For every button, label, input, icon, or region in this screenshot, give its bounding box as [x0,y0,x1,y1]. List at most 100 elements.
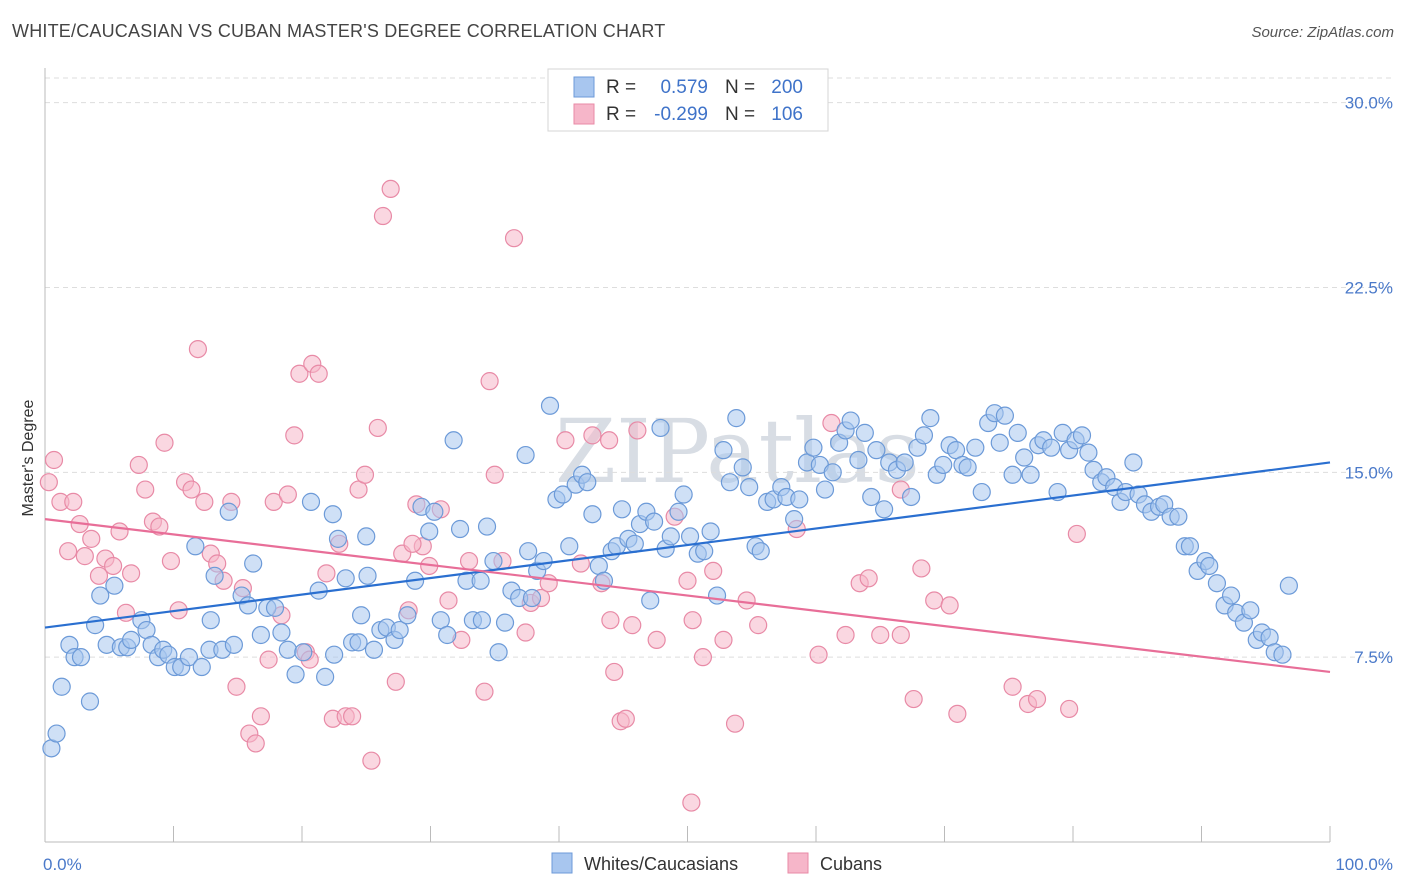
whites-point [1221,586,1241,605]
cubans-point [368,418,387,438]
whites-point [420,522,439,541]
bottom-legend-label-whites: Whites/Caucasians [584,854,738,874]
whites-point [534,551,553,571]
whites-point [553,485,572,504]
cubans-point [683,611,702,630]
cubans-point [75,547,94,566]
x-tick-labels: 0.0% 100.0% [43,855,1393,874]
whites-point [71,648,91,667]
cubans-point [480,372,499,391]
whites-point [701,522,720,541]
whites-point [444,431,463,450]
whites-point [192,657,211,677]
cubans-point [504,229,524,248]
cubans-point [904,689,923,709]
whites-point [990,433,1009,452]
whites-point [286,665,305,684]
legend-n-value-whites: 200 [771,77,803,98]
whites-point [325,645,344,664]
whites-point [815,480,835,499]
cubans-point [59,542,78,561]
whites-point [707,586,727,605]
whites-point [364,640,384,659]
cubans-point [259,650,278,669]
whites-point [278,640,297,659]
source-label: Source: ZipAtlas.com [1251,24,1394,41]
whites-point [1180,537,1200,556]
whites-point [1008,423,1027,442]
whites-point [934,455,953,475]
legend-swatch-whites [573,76,595,98]
legend-r-label-whites: R = [606,77,636,98]
cubans-point [39,473,58,492]
y-tick-label: 30.0% [1345,94,1393,113]
cubans-point [195,492,214,511]
cubans-point [647,630,666,650]
y-axis-label: Master's Degree [20,399,37,516]
trend-line-cubans [44,518,1331,674]
cubans-point [809,645,828,664]
legend-r-value-cubans: -0.299 [654,104,708,125]
cubans-point [836,625,855,645]
whites-point [201,611,220,630]
whites-point [224,635,243,654]
cubans-point [623,616,642,635]
cubans-point [150,517,169,536]
whites-point [720,473,740,492]
cubans-point [1027,689,1047,709]
cubans-point [1060,699,1079,719]
cubans-point [278,485,297,504]
cubans-point [737,591,756,610]
whites-point [86,616,105,635]
whites-point [1003,465,1022,484]
whites-point [695,542,714,561]
whites-point [862,487,881,507]
cubans-point [89,566,109,585]
cubans-point [682,793,701,812]
whites-point [425,502,444,521]
legend-n-value-cubans: 106 [771,104,803,125]
whites-point [1124,453,1143,472]
whites-point [1021,465,1040,484]
whites-point [612,500,632,519]
whites-point [644,512,664,531]
cubans-point [110,522,129,541]
whites-point [875,500,894,519]
y-tick-label: 7.5% [1354,648,1393,667]
whites-point [336,569,355,588]
whites-point [495,613,515,632]
cubans-point [285,426,304,445]
cubans-point [155,433,174,452]
whites-point [328,529,348,548]
whites-point [105,576,124,595]
cubans-point [714,630,733,650]
cubans-point [251,707,270,726]
cubans-point [246,734,265,753]
bottom-legend-label-cubans: Cubans [820,854,882,874]
whites-point [674,485,693,504]
whites-point [641,591,660,610]
whites-point [91,586,110,605]
legend-r-label-cubans: R = [606,104,636,125]
whites-point [323,505,342,524]
bottom-legend-swatch-whites [551,852,573,874]
whites-point [244,554,263,573]
whites-point [450,519,470,539]
whites-point [219,502,238,521]
whites-point [179,648,199,667]
cubans-point [161,551,181,571]
cubans-point [940,596,959,615]
cubans-point [725,714,745,733]
whites-point [390,620,409,640]
cubans-point [583,426,602,445]
whites-point [522,588,542,608]
whites-point [1079,443,1098,462]
cubans-point [1003,677,1022,696]
whites-point [1207,574,1227,593]
legend-frame [547,68,829,132]
whites-point [714,441,733,460]
whites-point [1015,448,1034,467]
cubans-point [355,465,375,484]
cubans-point [64,492,83,511]
